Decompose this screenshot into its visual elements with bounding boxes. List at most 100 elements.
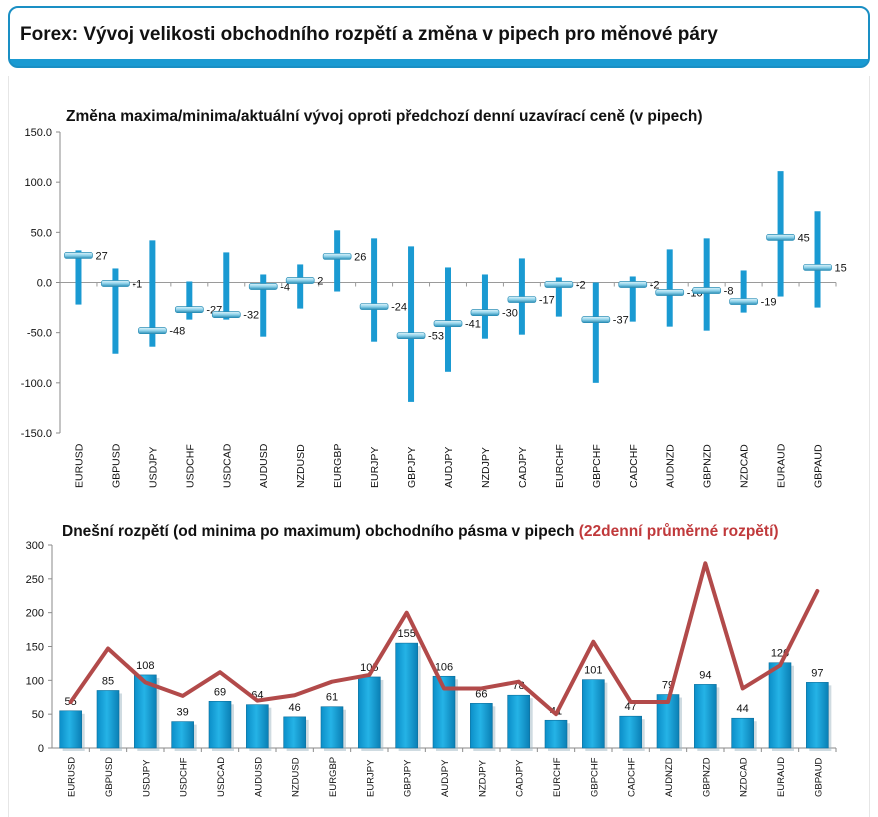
x-category-label: AUDJPY [440, 759, 451, 797]
y-tick-label: 150 [26, 642, 44, 654]
data-label: 2 [317, 275, 323, 287]
x-category-label: CADCHF [627, 757, 638, 797]
range-bar-nzdusd [283, 716, 306, 749]
data-label: 106 [435, 661, 453, 673]
range-bar-gbpjpy [395, 642, 418, 749]
range-bar-usdchf [186, 281, 193, 320]
current-marker-nzdusd [285, 277, 315, 284]
y-tick-label: 150.0 [24, 127, 52, 139]
range-bar-nzdusd [297, 264, 304, 309]
current-marker-gbpchf [581, 316, 611, 323]
x-category-label: USDCAD [221, 443, 233, 488]
y-tick-label: 0 [38, 743, 44, 755]
range-bar-usdchf [171, 721, 194, 749]
current-marker-nzdcad [729, 298, 758, 305]
x-category-label: EURCHF [552, 757, 563, 797]
page-header: Forex: Vývoj velikosti obchodního rozpět… [8, 6, 870, 68]
data-label: 101 [584, 665, 602, 677]
x-category-label: AUDNZD [665, 444, 677, 488]
current-marker-gbpjpy [396, 332, 426, 340]
y-tick-label: -150.0 [21, 428, 52, 440]
current-marker-usdjpy [138, 327, 167, 335]
data-label: -32 [243, 310, 259, 322]
range-bar-audjpy [432, 675, 456, 749]
data-label: 108 [136, 660, 154, 672]
range-bar-eurchf [544, 719, 568, 749]
current-marker-gbpnzd [692, 287, 722, 294]
range-bar-audjpy [445, 267, 451, 372]
range-bar-gbpaud [806, 682, 829, 749]
chart2-title-main: Dnešní rozpětí (od minima po maximum) ob… [62, 523, 579, 540]
data-label: 97 [811, 667, 823, 679]
range-bar-euraud [768, 662, 792, 749]
range-bar-usdcad [208, 701, 232, 749]
x-category-label: NZDCAD [739, 757, 750, 797]
x-category-label: EURJPY [369, 447, 381, 488]
x-category-label: GBPNZD [702, 444, 714, 488]
data-label: -30 [502, 308, 518, 320]
y-tick-label: 200 [26, 608, 44, 620]
current-marker-eurgbp [322, 253, 352, 260]
range-bar-audusd [260, 274, 267, 337]
data-label: -53 [428, 331, 444, 343]
x-category-label: AUDNZD [664, 757, 675, 797]
data-label: -1 [132, 279, 142, 291]
current-marker-usdchf [174, 306, 204, 313]
x-category-label: USDCHF [184, 444, 196, 488]
current-marker-eurusd [64, 252, 93, 259]
x-category-label: GBPAUD [813, 757, 824, 797]
range-bar-cadjpy [507, 694, 530, 749]
range-bar-eurgbp [334, 230, 341, 292]
data-label: 15 [835, 262, 847, 274]
data-label: 39 [177, 707, 189, 719]
range-bar-gbpaud [814, 211, 821, 308]
current-marker-usdcad [211, 311, 241, 318]
current-marker-eurchf [544, 281, 574, 288]
y-tick-label: 0.0 [37, 278, 52, 290]
x-category-label: GBPJPY [406, 447, 418, 488]
data-label: 66 [475, 688, 487, 700]
current-marker-audusd [248, 283, 278, 290]
data-label: 94 [699, 669, 711, 681]
current-marker-cadjpy [507, 296, 537, 303]
y-tick-label: 300 [26, 540, 44, 552]
y-tick-label: 100.0 [24, 177, 52, 189]
data-label: 69 [214, 686, 226, 698]
x-category-label: EURAUD [776, 757, 787, 797]
x-category-label: NZDJPY [477, 759, 488, 797]
range-bar-cadchf [619, 715, 642, 749]
range-bar-eurusd [75, 250, 82, 305]
y-tick-label: 250 [26, 574, 44, 586]
average-range-line [68, 561, 820, 717]
range-bar-audnzd [666, 249, 673, 327]
range-bar-eurjpy [371, 238, 378, 342]
range-bar-eurusd [59, 710, 82, 749]
x-category-label: USDJPY [147, 447, 159, 488]
x-category-label: NZDCAD [739, 444, 751, 488]
x-category-label: NZDUSD [291, 757, 302, 797]
range-bar-euraud [777, 171, 784, 297]
data-label: 155 [397, 628, 415, 640]
data-label: -37 [613, 315, 629, 327]
chart1-title: Změna maxima/minima/aktuální vývoj oprot… [66, 108, 703, 125]
x-category-label: EURJPY [365, 759, 376, 797]
current-marker-nzdjpy [470, 309, 500, 316]
chart2-title-red: (22denní průměrné rozpětí) [578, 523, 779, 540]
data-label: -17 [539, 295, 555, 307]
charts-panel [8, 76, 870, 817]
x-category-label: CADJPY [515, 759, 526, 797]
range-bar-audusd [246, 704, 269, 749]
range-bar-usdjpy [134, 674, 157, 749]
x-category-label: CADJPY [517, 447, 529, 488]
data-label: -4 [280, 282, 290, 294]
x-category-label: EURGBP [332, 444, 344, 488]
data-label: -19 [761, 297, 777, 309]
y-tick-label: -100.0 [21, 378, 52, 390]
data-label: -2 [576, 280, 586, 292]
data-label: 46 [289, 702, 301, 714]
x-category-label: EURAUD [776, 443, 788, 488]
range-bar-usdjpy [149, 240, 156, 347]
range-bar-gbpnzd [694, 684, 717, 749]
current-marker-cadchf [618, 281, 648, 288]
